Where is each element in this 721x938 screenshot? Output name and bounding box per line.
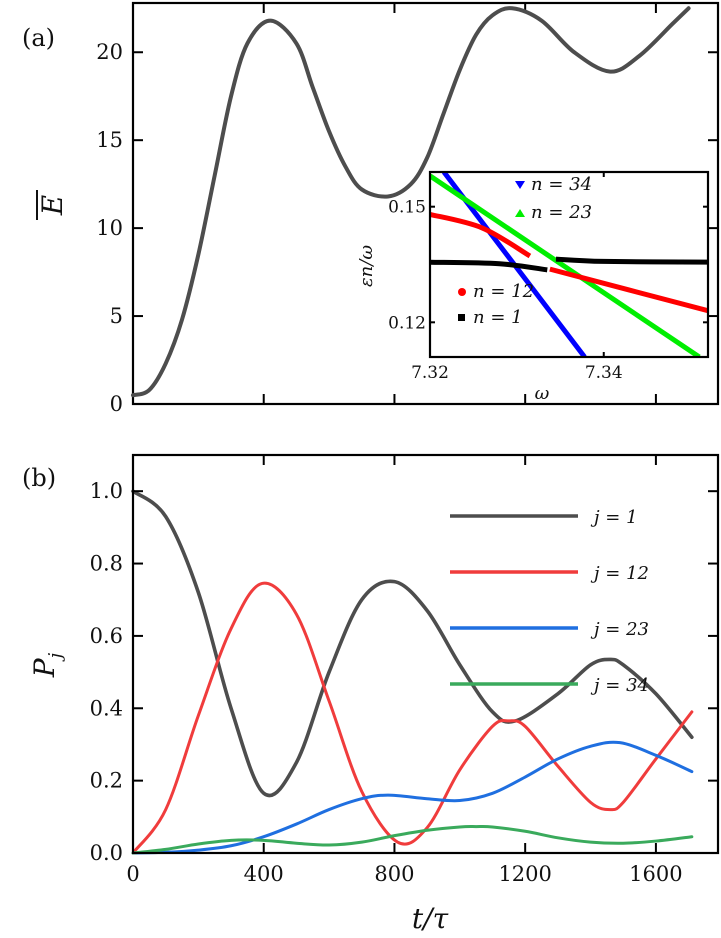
inset-series-n23 — [430, 173, 701, 357]
inset-ytick-label: 0.12 — [388, 313, 426, 333]
legend-label-j23: j = 23 — [590, 619, 649, 640]
panel-label-a: (a) — [22, 24, 55, 52]
inset-legend-label: n = 12 — [473, 281, 534, 302]
panel-a-ytick-label: 10 — [96, 216, 123, 240]
panel-b-ytick-label: 0.4 — [90, 696, 123, 720]
series-line-j12 — [131, 581, 694, 855]
ylabel-sub: j — [45, 652, 66, 662]
series-line-energy — [131, 6, 691, 398]
inset-plot: 0.12 0.15 7.32 7.34 ω εn/ω n = 34 n = 23 n = 12 n… — [356, 170, 710, 404]
legend-marker-triangle-up — [515, 209, 525, 217]
panel-b-frame — [131, 453, 720, 855]
legend-label-j34: j = 34 — [590, 675, 649, 696]
panel-a-ytick-label: 5 — [110, 304, 123, 328]
inset-series-group — [430, 172, 708, 357]
legend-label-j12: j = 12 — [590, 563, 649, 584]
panel-b-xtick-label: 1600 — [629, 862, 682, 886]
legend-marker-circle — [458, 288, 466, 296]
panel-b-xtick-label: 400 — [244, 862, 284, 886]
legend-label-j1: j = 1 — [590, 507, 638, 528]
legend-marker-square — [458, 314, 465, 321]
inset-series-n12 — [549, 266, 708, 314]
panel-a-ytick-label: 0 — [110, 392, 123, 416]
inset-xtick-label: 7.34 — [585, 363, 623, 383]
inset-series-n1 — [555, 256, 708, 265]
inset-ytick-label: 0.15 — [388, 198, 426, 218]
panel-b-ytick-label: 0.2 — [90, 769, 123, 793]
series-line-j34 — [131, 824, 694, 855]
panel-b-xtick-label: 1200 — [498, 862, 551, 886]
legend-marker-triangle-down — [515, 181, 525, 189]
series-line-j23 — [131, 740, 694, 855]
panel-a-ytick-label: 20 — [96, 40, 123, 64]
panel-label-b: (b) — [22, 464, 56, 492]
panel-b-ytick-label: 0.6 — [90, 624, 123, 648]
panel-b-ytick-label: 0.0 — [90, 841, 123, 865]
panel-a-ytick-label: 15 — [96, 128, 123, 152]
inset-y-axis-label: εn/ω — [356, 245, 377, 287]
y-axis-label-a: E — [36, 195, 69, 216]
panel-a: 0 5 10 15 20 (a) E — [22, 1, 720, 416]
inset-legend-label: n = 23 — [531, 202, 592, 223]
panel-b-xtick-label: 0 — [126, 862, 139, 886]
panel-b-xtick-label: 800 — [374, 862, 414, 886]
inset-x-axis-label: ω — [535, 383, 550, 404]
series-line-j1 — [131, 489, 694, 798]
y-axis-label-b: Pj — [28, 652, 66, 678]
inset-series-n12 — [430, 211, 532, 259]
inset-xtick-label: 7.32 — [411, 363, 449, 383]
panel-b: 0.0 0.2 0.4 0.6 0.8 1.0 0 400 800 1200 1600 (b) t/τ P… — [22, 453, 720, 935]
panel-b-ytick-label: 0.8 — [90, 552, 123, 576]
inset-legend-label: n = 1 — [473, 307, 523, 328]
inset-frame — [428, 170, 710, 359]
x-axis-label: t/τ — [412, 902, 449, 935]
inset-legend-label: n = 34 — [531, 174, 592, 195]
panel-b-ytick-label: 1.0 — [90, 479, 123, 503]
inset-series-n1 — [430, 259, 548, 273]
panel-a-frame — [131, 1, 720, 406]
ylabel-p: P — [28, 657, 61, 678]
